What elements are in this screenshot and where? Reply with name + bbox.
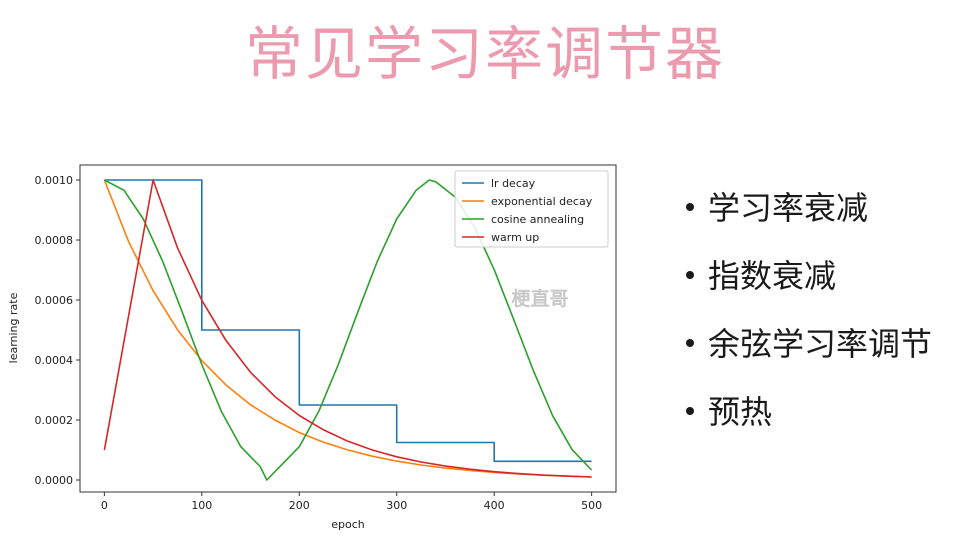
y-axis-label: learning rate <box>7 292 20 363</box>
x-tick-label: 100 <box>191 499 212 512</box>
series-line-warm-up <box>103 179 592 478</box>
y-tick-label: 0.0002 <box>35 414 74 427</box>
y-tick-label: 0.0010 <box>35 174 74 187</box>
bullet-item: 学习率衰减 <box>686 186 932 254</box>
legend-label: cosine annealing <box>491 213 584 226</box>
bullet-dot <box>686 271 694 279</box>
x-tick-label: 500 <box>581 499 602 512</box>
x-tick-label: 200 <box>289 499 310 512</box>
legend-label: warm up <box>491 231 539 244</box>
bullet-text: 预热 <box>708 393 773 431</box>
x-tick-label: 400 <box>484 499 505 512</box>
slide-title: 常见学习率调节器 <box>244 20 725 88</box>
y-tick-label: 0.0008 <box>35 234 74 247</box>
y-tick-label: 0.0000 <box>35 474 74 487</box>
legend-items: lr decay exponential decay cosine annealin… <box>462 177 593 244</box>
bullet-text: 学习率衰减 <box>708 189 869 227</box>
bullet-item: 预热 <box>686 390 932 458</box>
y-tick-label: 0.0004 <box>35 354 74 367</box>
learning-rate-chart: 0 100 200 300 400 500 0.0000 0.0002 0.0004 0.0006… <box>7 164 617 531</box>
series-line-cosine-annealing <box>104 179 593 481</box>
x-tick-label: 0 <box>101 499 108 512</box>
x-tick-label: 300 <box>386 499 407 512</box>
bullet-list: 学习率衰减 指数衰减 余弦学习率调节 预热 <box>686 186 932 458</box>
bullet-item: 指数衰减 <box>686 254 932 322</box>
legend-box <box>454 170 609 248</box>
bullet-dot <box>686 407 694 415</box>
series-line-lr-decay <box>104 179 592 463</box>
legend: lr decay exponential decay cosine annealin… <box>454 170 609 248</box>
plot-lines <box>103 179 593 481</box>
x-axis-label: epoch <box>331 518 365 531</box>
bullet-text: 指数衰减 <box>708 257 837 295</box>
legend-label: lr decay <box>491 177 536 190</box>
y-tick-label: 0.0006 <box>35 294 74 307</box>
bullet-text: 余弦学习率调节 <box>708 325 933 363</box>
axis-ticks: 0 100 200 300 400 500 0.0000 0.0002 0.0004 0.0006… <box>35 174 603 512</box>
bullet-item: 余弦学习率调节 <box>686 322 932 390</box>
legend-label: exponential decay <box>491 195 593 208</box>
watermark: 梗直哥 <box>511 287 568 310</box>
bullet-dot <box>686 339 694 347</box>
bullet-dot <box>686 203 694 211</box>
